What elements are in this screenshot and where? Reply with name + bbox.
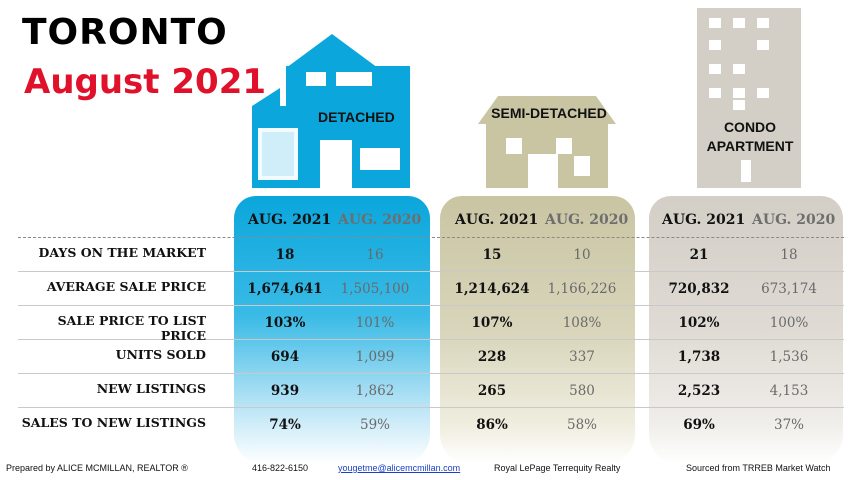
row-label-sale-to-list: SALE PRICE TO LIST PRICE (57, 313, 206, 343)
condo-2020-value: 1,536 (769, 349, 809, 365)
condo-building-icon (697, 8, 801, 188)
condo-label-line1: CONDO (723, 119, 777, 135)
detached-2021-value: 694 (270, 349, 300, 365)
detached-2021-value: 103% (264, 315, 306, 331)
footer-email-link[interactable]: yougetme@alicemcmillan.com (338, 463, 461, 473)
semi-2020-value: 58% (566, 417, 597, 433)
semi-2020-value: 580 (569, 383, 595, 399)
condo-2021-value: 1,738 (677, 349, 721, 365)
row-label-units-sold: UNITS SOLD (115, 347, 206, 362)
header-divider (18, 237, 844, 238)
condo-2021-value: 69% (683, 417, 715, 433)
detached-header-2021: AUG. 2021 (248, 212, 332, 228)
semi-2021-value: 86% (476, 417, 508, 433)
condo-2021-value: 102% (678, 315, 720, 331)
condo-2020-value: 673,174 (761, 281, 817, 297)
condo-2021-value: 720,832 (668, 281, 730, 297)
detached-2020-value: 101% (355, 315, 395, 331)
row-label-average-sale-price: AVERAGE SALE PRICE (46, 279, 206, 294)
condo-2020-value: 4,153 (769, 383, 809, 399)
semi-detached-house-icon (478, 96, 616, 188)
row-label-new-listings: NEW LISTINGS (96, 381, 206, 396)
semi-detached-label: SEMI-DETACHED (491, 105, 607, 121)
condo-label-line2: APARTMENT (706, 138, 794, 154)
semi-2021-value: 107% (471, 315, 513, 331)
row-label-sales-to-new-listings: SALES TO NEW LISTINGS (21, 415, 206, 430)
detached-2020-value: 1,505,100 (340, 281, 410, 297)
footer-phone: 416-822-6150 (252, 463, 309, 473)
semi-header-2020: AUG. 2020 (545, 212, 629, 228)
detached-2020-value: 1,862 (355, 383, 395, 399)
row-divider (18, 339, 844, 340)
condo-label: CONDO APARTMENT (700, 118, 800, 156)
semi-header-2021: AUG. 2021 (455, 212, 539, 228)
detached-2021-value: 74% (269, 417, 301, 433)
period-title: August 2021 (24, 62, 267, 102)
detached-2021-value: 939 (270, 383, 300, 399)
detached-house-icon (252, 34, 410, 188)
condo-2020-value: 18 (780, 247, 798, 263)
row-divider (18, 271, 844, 272)
condo-2021-value: 2,523 (677, 383, 721, 399)
footer-prepared-by: Prepared by ALICE MCMILLAN, REALTOR ® (6, 463, 188, 473)
condo-header-2021: AUG. 2021 (662, 212, 746, 228)
semi-2020-value: 1,166,226 (547, 281, 617, 297)
semi-2021-value: 228 (477, 349, 507, 365)
condo-panel (649, 196, 843, 464)
row-divider (18, 305, 844, 306)
semi-2020-value: 10 (573, 247, 591, 263)
detached-2020-value: 1,099 (355, 349, 395, 365)
footer-brokerage: Royal LePage Terrequity Realty (494, 463, 621, 473)
city-title: TORONTO (22, 12, 228, 53)
row-divider (18, 373, 844, 374)
condo-2021-value: 21 (689, 247, 709, 263)
detached-2021-value: 18 (275, 247, 295, 263)
row-label-days-on-market: DAYS ON THE MARKET (38, 245, 207, 260)
semi-2020-value: 337 (569, 349, 595, 365)
detached-2021-value: 1,674,641 (247, 281, 323, 297)
semi-2021-value: 265 (477, 383, 507, 399)
row-divider (18, 407, 844, 408)
detached-2020-value: 59% (359, 417, 390, 433)
semi-detached-panel (440, 196, 635, 464)
detached-header-2020: AUG. 2020 (338, 212, 422, 228)
detached-label: DETACHED (318, 109, 395, 125)
semi-2021-value: 1,214,624 (454, 281, 530, 297)
semi-2020-value: 108% (562, 315, 602, 331)
semi-2021-value: 15 (482, 247, 502, 263)
condo-header-2020: AUG. 2020 (752, 212, 836, 228)
detached-panel (234, 196, 430, 464)
footer-source: Sourced from TRREB Market Watch (686, 463, 831, 473)
detached-2020-value: 16 (366, 247, 384, 263)
condo-2020-value: 100% (769, 315, 809, 331)
condo-2020-value: 37% (773, 417, 804, 433)
